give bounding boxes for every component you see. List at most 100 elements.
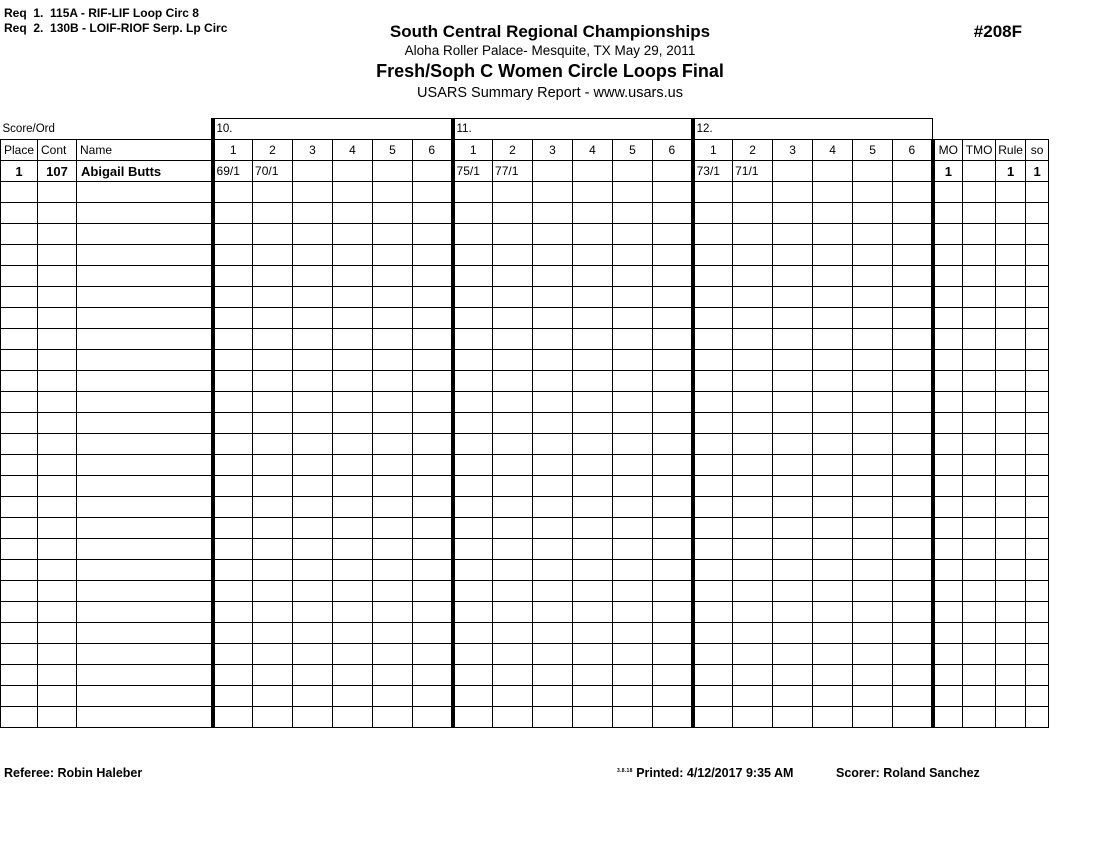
empty-cell <box>1025 307 1050 329</box>
empty-cell <box>732 643 774 665</box>
table-row-empty[interactable] <box>0 412 1050 434</box>
scorer-label: Scorer: Roland Sanchez <box>836 766 980 780</box>
table-row-empty[interactable] <box>0 601 1050 623</box>
table-row-empty[interactable] <box>0 475 1050 497</box>
empty-cell <box>1025 328 1050 350</box>
empty-cell <box>75 454 214 476</box>
empty-cell <box>37 496 77 518</box>
empty-cell <box>930 349 964 371</box>
empty-cell <box>612 454 654 476</box>
table-row-empty[interactable] <box>0 685 1050 707</box>
empty-cell <box>732 412 774 434</box>
empty-cell <box>252 622 294 644</box>
table-row-empty[interactable] <box>0 496 1050 518</box>
empty-cell <box>652 664 694 686</box>
empty-cell <box>292 622 334 644</box>
empty-cell <box>252 181 294 203</box>
table-row-empty[interactable] <box>0 370 1050 392</box>
table-row-empty[interactable] <box>0 580 1050 602</box>
empty-cell <box>1025 244 1050 266</box>
empty-cell <box>252 433 294 455</box>
empty-cell <box>412 202 454 224</box>
empty-cell <box>532 685 574 707</box>
empty-cell <box>892 454 934 476</box>
empty-cell <box>772 265 814 287</box>
empty-cell <box>332 328 374 350</box>
empty-cell <box>732 454 774 476</box>
empty-cell <box>690 307 734 329</box>
table-row-empty[interactable] <box>0 349 1050 371</box>
empty-cell <box>332 496 374 518</box>
empty-cell <box>732 580 774 602</box>
empty-cell <box>0 580 38 602</box>
table-row-empty[interactable] <box>0 538 1050 560</box>
empty-cell <box>732 202 774 224</box>
table-row-empty[interactable] <box>0 181 1050 203</box>
table-row-empty[interactable] <box>0 559 1050 581</box>
empty-cell <box>492 391 534 413</box>
header-g12-col-6: 6 <box>892 139 934 161</box>
empty-cell <box>0 622 38 644</box>
empty-cell <box>37 328 77 350</box>
empty-cell <box>372 244 414 266</box>
table-row-empty[interactable] <box>0 202 1050 224</box>
empty-cell <box>612 370 654 392</box>
table-row-empty[interactable] <box>0 328 1050 350</box>
table-row-empty[interactable] <box>0 307 1050 329</box>
empty-cell <box>450 391 494 413</box>
empty-cell <box>852 244 894 266</box>
empty-cell <box>962 475 997 497</box>
empty-cell <box>210 643 254 665</box>
table-row-empty[interactable] <box>0 622 1050 644</box>
table-row-empty[interactable] <box>0 454 1050 476</box>
empty-cell <box>412 601 454 623</box>
empty-cell <box>690 244 734 266</box>
header-g10-col-5: 5 <box>372 139 414 161</box>
empty-cell <box>492 643 534 665</box>
table-row-empty[interactable] <box>0 517 1050 539</box>
empty-cell <box>930 244 964 266</box>
table-row-empty[interactable] <box>0 223 1050 245</box>
empty-cell <box>572 622 614 644</box>
table-row-empty[interactable] <box>0 265 1050 287</box>
empty-cell <box>75 433 214 455</box>
empty-cell <box>37 622 77 644</box>
empty-cell <box>372 370 414 392</box>
element-group-label-10: 10. <box>210 118 454 140</box>
empty-cell <box>412 517 454 539</box>
empty-cell <box>772 706 814 728</box>
empty-cell <box>962 433 997 455</box>
empty-cell <box>210 685 254 707</box>
empty-cell <box>252 202 294 224</box>
referee-label: Referee: Robin Haleber <box>4 766 143 780</box>
table-row-empty[interactable] <box>0 433 1050 455</box>
empty-cell <box>772 181 814 203</box>
empty-cell <box>812 433 854 455</box>
empty-cell <box>995 370 1027 392</box>
empty-cell <box>450 622 494 644</box>
empty-cell <box>852 538 894 560</box>
table-row[interactable]: 1 107 Abigail Butts 69/1 70/1 75/1 77/1 … <box>0 160 1050 182</box>
table-row-empty[interactable] <box>0 286 1050 308</box>
empty-cell <box>892 328 934 350</box>
table-row-empty[interactable] <box>0 643 1050 665</box>
empty-cell <box>492 601 534 623</box>
empty-cell <box>372 223 414 245</box>
empty-cell <box>332 706 374 728</box>
empty-cell <box>930 601 964 623</box>
empty-cell <box>37 370 77 392</box>
score-sheet: Score/Ord 10. 11. 12. Place Cont Name 1 … <box>0 118 1050 728</box>
empty-cell <box>492 475 534 497</box>
empty-cell <box>772 328 814 350</box>
element-group-label-11: 11. <box>450 118 694 140</box>
empty-cell <box>0 706 38 728</box>
table-row-empty[interactable] <box>0 391 1050 413</box>
table-row-empty[interactable] <box>0 664 1050 686</box>
empty-cell <box>612 538 654 560</box>
empty-cell <box>450 454 494 476</box>
table-row-empty[interactable] <box>0 244 1050 266</box>
cell-g10-score-5 <box>372 160 414 182</box>
table-row-empty[interactable] <box>0 706 1050 728</box>
empty-cell <box>612 223 654 245</box>
empty-cell <box>332 517 374 539</box>
